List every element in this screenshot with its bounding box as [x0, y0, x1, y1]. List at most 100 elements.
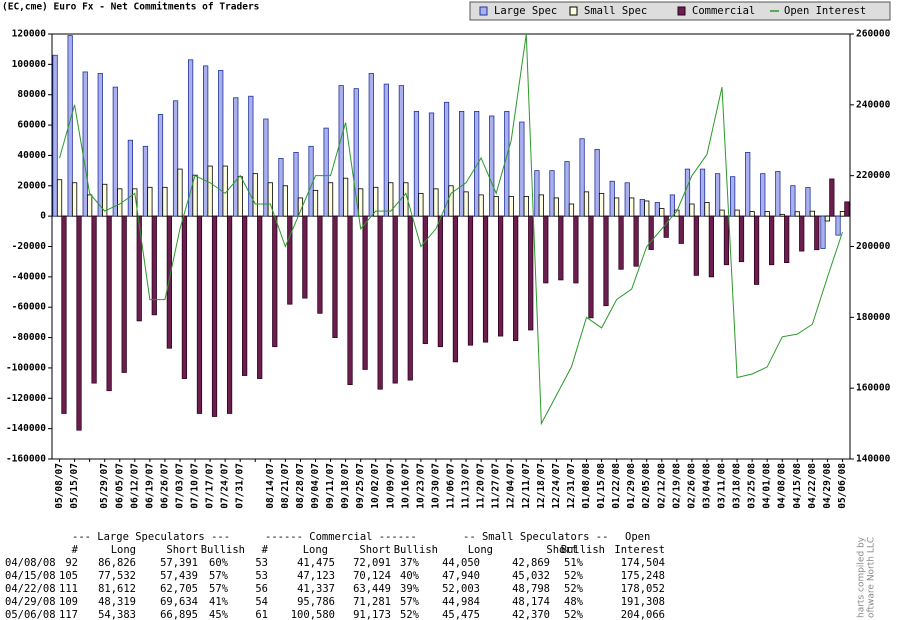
bar	[443, 101, 450, 217]
table-header: Open	[625, 531, 650, 543]
credit: oftware North LLC	[867, 537, 877, 618]
table-cell: 44,984	[442, 596, 480, 608]
legend-swatch	[677, 6, 686, 16]
bar	[719, 209, 725, 217]
legend-label: Large Spec	[494, 5, 557, 17]
bar	[448, 185, 454, 217]
table-cell: 05/06/08	[5, 609, 56, 620]
table-cell: 48,319	[98, 596, 136, 608]
table-cell: 40%	[400, 570, 420, 582]
bar	[106, 215, 112, 392]
x-tick-label: 04/08/08	[777, 463, 788, 509]
table-header: -- Small Speculators --	[463, 531, 608, 543]
bar	[614, 197, 620, 217]
bar	[734, 209, 740, 217]
bar	[543, 215, 549, 284]
bar	[377, 215, 383, 390]
table-cell: 57,391	[160, 557, 198, 569]
legend-label: Open Interest	[784, 5, 866, 17]
x-tick-label: 07/24/07	[220, 463, 231, 509]
x-tick-label: 01/29/08	[626, 463, 637, 509]
bar	[745, 151, 751, 217]
bar	[579, 138, 585, 217]
x-tick-label: 06/26/07	[159, 463, 170, 509]
table-header: Bullish	[394, 544, 438, 556]
bar	[347, 215, 353, 386]
y2-tick-label: 160000	[856, 383, 891, 394]
bar	[91, 215, 97, 384]
table-cell: 48,174	[512, 596, 550, 608]
table-cell: 04/08/08	[5, 557, 56, 569]
bar	[452, 215, 459, 363]
bar	[598, 192, 605, 217]
bar	[368, 73, 374, 217]
bar	[829, 178, 835, 217]
x-tick-label: 12/11/07	[521, 463, 532, 509]
x-tick-label: 02/26/08	[686, 463, 697, 509]
x-tick-label: 11/13/07	[461, 463, 472, 509]
table-cell: 56	[255, 583, 268, 595]
x-tick-label: 02/19/08	[671, 463, 682, 509]
x-tick-label: 05/08/07	[54, 463, 65, 509]
bar	[564, 161, 570, 217]
bar	[820, 215, 826, 249]
x-tick-label: 04/29/08	[822, 463, 833, 509]
table-cell: 95,786	[297, 596, 335, 608]
y-tick-label: 20000	[17, 180, 46, 191]
x-tick-label: 04/15/08	[792, 463, 803, 509]
bar	[181, 215, 188, 379]
table-cell: 175,248	[621, 570, 665, 582]
table-cell: 41,337	[297, 583, 335, 595]
bar	[809, 210, 815, 217]
y2-tick-label: 140000	[856, 454, 891, 465]
open-interest-line	[59, 33, 843, 426]
table-header: Short	[359, 544, 391, 556]
bar	[482, 215, 489, 343]
bar	[392, 215, 398, 384]
bar	[538, 194, 544, 217]
x-tick-label: 10/16/07	[400, 463, 411, 509]
table-cell: 52%	[400, 609, 420, 620]
x-tick-label: 07/10/07	[190, 463, 201, 509]
table-cell: 52%	[564, 583, 584, 595]
table-cell: 57%	[400, 596, 420, 608]
table-cell: 77,532	[98, 570, 136, 582]
bar	[147, 186, 153, 217]
bar	[398, 85, 405, 217]
x-tick-label: 09/04/07	[310, 463, 321, 509]
table-cell: 92	[65, 557, 78, 569]
bar	[272, 215, 278, 348]
y-tick-label: 120000	[12, 29, 47, 40]
table-header: Long	[111, 544, 136, 556]
table-cell: 117	[59, 609, 78, 620]
x-tick-label: 07/03/07	[174, 463, 185, 509]
bar	[489, 115, 495, 217]
bar	[814, 215, 820, 251]
bar	[824, 215, 831, 222]
table-cell: 04/22/08	[5, 583, 56, 595]
bar	[413, 111, 420, 217]
bar	[233, 97, 239, 217]
table-cell: 41%	[209, 596, 229, 608]
x-tick-label: 10/30/07	[430, 463, 441, 509]
table-cell: 47,123	[297, 570, 335, 582]
bar	[76, 215, 82, 431]
bar	[764, 211, 770, 217]
bar	[839, 211, 846, 217]
bar	[383, 83, 389, 217]
table-cell: 178,052	[621, 583, 665, 595]
bar	[177, 168, 183, 217]
table-cell: 60%	[209, 557, 229, 569]
table-cell: 47,940	[442, 570, 480, 582]
x-tick-label: 03/25/08	[747, 463, 758, 509]
table-cell: 70,124	[353, 570, 391, 582]
bar	[497, 215, 504, 337]
x-tick-label: 03/18/08	[732, 463, 743, 509]
bar	[523, 196, 529, 217]
x-tick-label: 08/14/07	[265, 463, 276, 509]
table-cell: 04/29/08	[5, 596, 56, 608]
bar	[242, 215, 248, 376]
bar	[207, 165, 213, 217]
table-header: Long	[468, 544, 493, 556]
y2-tick-label: 220000	[856, 170, 891, 181]
